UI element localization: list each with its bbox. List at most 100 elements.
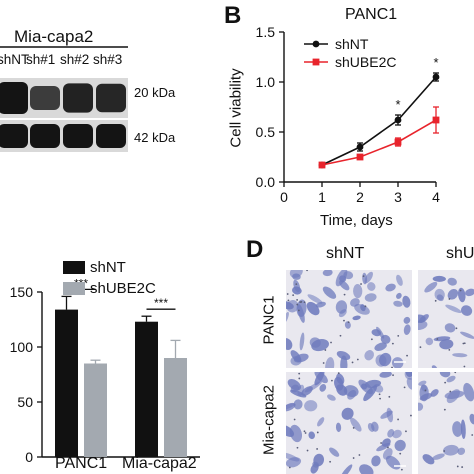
stained-cell: [425, 337, 434, 346]
stained-cell: [292, 286, 302, 295]
blot-lane-label-2: sh#1: [26, 52, 56, 67]
significance-star: *: [433, 55, 438, 70]
stained-cell: [392, 429, 402, 439]
stained-cell: [379, 372, 392, 378]
stained-cell: [360, 304, 366, 312]
stained-cell: [286, 403, 295, 411]
stained-cell: [304, 381, 322, 393]
data-point-shUBE2C: [432, 116, 440, 124]
membrane-pore: [419, 346, 422, 349]
membrane-pore: [298, 372, 301, 375]
membrane-pore: [298, 377, 301, 380]
membrane-pore: [288, 466, 291, 469]
membrane-pore: [329, 460, 332, 463]
stained-cell: [379, 352, 392, 367]
membrane-pore: [378, 393, 381, 396]
bar-shNT: [135, 321, 158, 457]
data-point-shUBE2C: [356, 153, 364, 161]
stained-cell: [363, 385, 377, 402]
bar-y-tick-label: 0: [25, 449, 33, 465]
stained-cell: [314, 372, 328, 384]
stained-cell: [382, 448, 393, 460]
line-x-tick-label: 2: [356, 189, 364, 205]
panel-d-letter: D: [246, 236, 264, 263]
stained-cell: [336, 373, 345, 385]
line-x-tick-label: 3: [394, 189, 402, 205]
blot-cell-line-label: Mia-capa2: [14, 27, 94, 46]
membrane-pore: [343, 319, 345, 322]
blot-marker-42kda: 42 kDa: [134, 130, 176, 145]
membrane-pore: [410, 414, 412, 417]
stained-cell: [352, 315, 361, 321]
membrane-pore: [400, 468, 403, 471]
membrane-pore: [388, 395, 391, 398]
membrane-pore: [397, 418, 399, 421]
stained-cell: [325, 357, 335, 368]
stained-cell: [362, 272, 368, 285]
stained-cell: [391, 357, 404, 368]
membrane-pore: [448, 298, 451, 300]
stained-cell: [310, 463, 319, 474]
stained-cell: [304, 400, 318, 412]
membrane-pore: [358, 454, 361, 456]
microscopy-panc1-shu: [418, 270, 474, 368]
stained-cell: [419, 314, 429, 323]
stained-cell: [367, 282, 376, 291]
stained-cell: [418, 314, 426, 323]
blot-band: [96, 124, 126, 148]
stained-cell: [432, 275, 446, 282]
stained-cell: [422, 454, 435, 465]
stained-cell: [445, 304, 462, 314]
membrane-pore: [296, 303, 299, 306]
bar-legend-shnt-label: shNT: [90, 259, 126, 276]
stained-cell: [335, 270, 348, 287]
membrane-pore: [424, 389, 427, 392]
stained-cell: [286, 452, 300, 462]
membrane-pore: [295, 283, 298, 285]
stained-cell: [334, 376, 344, 391]
line-legend-shnt-label: shNT: [335, 36, 369, 52]
blot-bands: [0, 78, 128, 152]
stained-cell: [460, 331, 474, 339]
stained-cell: [424, 281, 438, 293]
stained-cell: [385, 455, 401, 470]
blot-strip: [0, 78, 128, 118]
bar-shUBE2C: [164, 358, 187, 457]
stained-cell: [338, 309, 347, 318]
membrane-pore: [300, 301, 303, 303]
stained-cell: [436, 294, 444, 302]
membrane-pore: [471, 434, 474, 436]
membrane-pore: [331, 379, 333, 382]
bar-y-tick-label: 50: [17, 394, 33, 410]
stained-cell: [373, 384, 384, 393]
stained-cell: [405, 372, 412, 378]
stained-cell: [387, 429, 395, 438]
membrane-pore: [391, 342, 394, 345]
stained-cell: [290, 356, 302, 366]
blot-band: [63, 124, 93, 148]
stained-cell: [403, 316, 411, 324]
stained-cell: [420, 384, 428, 392]
membrane-pore: [296, 299, 299, 301]
membrane-pore: [306, 270, 308, 272]
membrane-pore: [292, 294, 295, 297]
data-point-shUBE2C: [394, 138, 402, 146]
data-point-shUBE2C: [318, 161, 326, 169]
significance-star: *: [395, 97, 400, 112]
stained-cell: [452, 421, 463, 437]
membrane-pore: [463, 342, 466, 345]
stained-cell: [354, 303, 370, 315]
stained-cell: [290, 384, 300, 393]
stained-cell: [329, 447, 340, 457]
stained-cell: [289, 270, 303, 278]
stained-cell: [394, 439, 406, 452]
line-x-tick-label: 4: [432, 189, 440, 205]
membrane-pore: [347, 321, 350, 324]
bar-shUBE2C: [84, 363, 107, 457]
stained-cell: [367, 423, 375, 432]
stained-cell: [376, 442, 391, 452]
stained-cell: [335, 422, 342, 433]
stained-cell: [286, 301, 294, 310]
membrane-pore: [287, 299, 290, 302]
membrane-pore: [362, 275, 365, 278]
